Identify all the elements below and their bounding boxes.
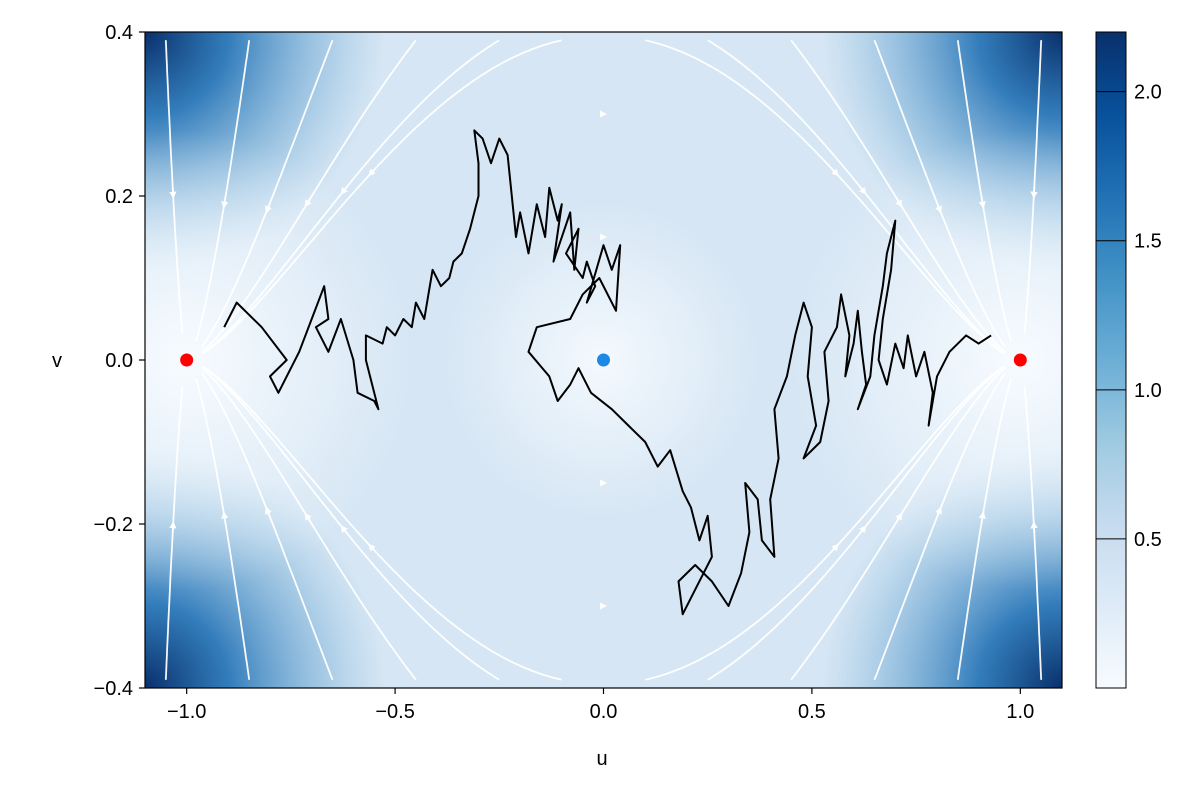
- streamline-arrow: [831, 168, 839, 177]
- y-axis-label: v: [52, 350, 62, 372]
- streamline-arrow: [265, 203, 272, 214]
- streamline-arrow: [221, 511, 229, 523]
- streamline-arrow: [895, 198, 903, 208]
- streamline-arrow: [368, 543, 376, 552]
- streamline: [201, 367, 417, 681]
- streamline-arrow: [304, 198, 312, 208]
- streamline-arrow: [368, 168, 376, 177]
- streamline: [644, 39, 1005, 355]
- streamline: [200, 39, 334, 348]
- streamline: [644, 365, 1005, 681]
- x-tick-label: 1.0: [1006, 701, 1034, 723]
- streamline: [873, 39, 1007, 348]
- y-axis-ticks: −0.4 −0.2 0.0 0.2 0.4: [94, 22, 145, 700]
- streamline-arrow: [935, 506, 942, 517]
- streamline: [873, 372, 1007, 681]
- streamline: [202, 39, 500, 354]
- streamline: [956, 40, 1013, 342]
- streamline: [707, 366, 1005, 681]
- colorbar-tick-label: 1.0: [1134, 380, 1162, 402]
- heatmap-layer: [145, 32, 1062, 688]
- colorbar-tick-label: 1.5: [1134, 231, 1162, 253]
- streamline: [707, 39, 1005, 354]
- y-tick-label: −0.2: [94, 514, 133, 536]
- x-tick-label: −1.0: [167, 701, 206, 723]
- streamline-arrow: [859, 525, 867, 534]
- colorbar-ticks: 0.5 1.0 1.5 2.0: [1096, 82, 1162, 551]
- fixed-points-layer: [180, 353, 1027, 367]
- fixed-point-saddle: [597, 353, 610, 367]
- streamline: [201, 39, 417, 353]
- streamline: [194, 378, 251, 680]
- streamline-arrow: [935, 203, 942, 214]
- y-tick-label: 0.4: [105, 22, 133, 44]
- y-tick-label: −0.4: [94, 678, 133, 700]
- streamline-arrow: [978, 197, 986, 209]
- x-tick-label: 0.5: [798, 701, 826, 723]
- streamline: [790, 367, 1006, 681]
- x-axis-ticks: −1.0 −0.5 0.0 0.5 1.0: [167, 688, 1034, 723]
- colorbar-tick-label: 2.0: [1134, 82, 1162, 104]
- streamline: [202, 366, 500, 681]
- streamline: [202, 365, 563, 681]
- streamline: [200, 372, 334, 681]
- x-tick-label: 0.0: [590, 701, 618, 723]
- streamline: [790, 39, 1006, 353]
- streamline-arrow: [831, 543, 839, 552]
- streamline-arrow: [304, 512, 312, 522]
- streamline-arrow: [978, 511, 986, 523]
- streamline: [956, 378, 1013, 680]
- x-axis-label: u: [596, 748, 607, 770]
- streamline-arrow: [340, 186, 348, 195]
- trajectory-line: [223, 129, 992, 616]
- fixed-point-stable: [180, 353, 194, 367]
- fixed-point-stable: [1013, 353, 1027, 367]
- streamline: [202, 39, 563, 355]
- streamline-arrow: [340, 525, 348, 534]
- colorbar-gradient: [1095, 31, 1127, 689]
- streamline-arrow: [859, 186, 867, 195]
- y-tick-label: 0.0: [105, 350, 133, 372]
- colorbar: 0.5 1.0 1.5 2.0: [1095, 31, 1162, 689]
- streamlines: [164, 39, 1043, 681]
- colorbar-tick-label: 0.5: [1134, 529, 1162, 551]
- trajectory-layer: [223, 129, 992, 616]
- y-tick-label: 0.2: [105, 186, 133, 208]
- streamline-arrow: [265, 506, 272, 517]
- streamline-arrow: [895, 512, 903, 522]
- streamline-arrow: [221, 197, 229, 209]
- x-tick-label: −0.5: [375, 701, 414, 723]
- streamline: [194, 40, 251, 342]
